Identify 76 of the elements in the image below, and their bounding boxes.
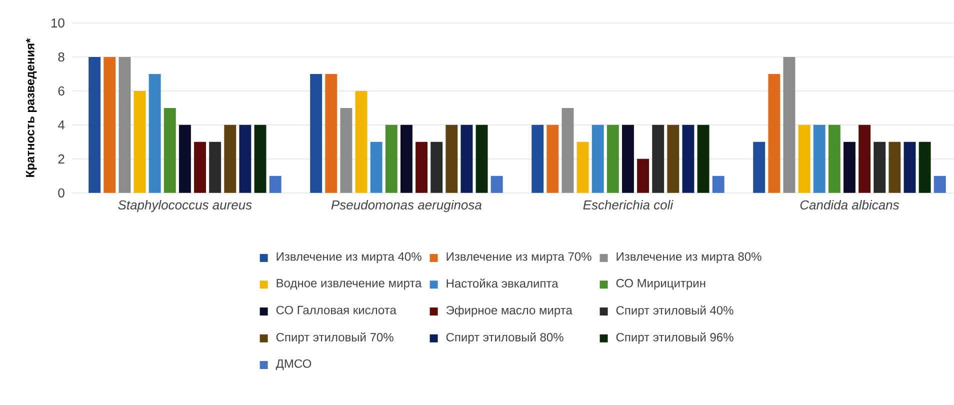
- bar: [622, 125, 634, 193]
- bar: [934, 176, 946, 193]
- legend-label: Извлечение из мирта 70%: [446, 252, 592, 264]
- legend-label: Настойка эвкалипта: [446, 278, 558, 288]
- bar: [178, 125, 191, 193]
- bar: [164, 108, 176, 193]
- bar: [888, 142, 901, 193]
- x-tick-label: Pseudomonas aeruginosa: [331, 200, 482, 212]
- bar: [134, 91, 146, 193]
- bar: [798, 125, 810, 193]
- legend-label: Извлечение из мирта 40%: [276, 252, 422, 264]
- bar: [918, 142, 931, 193]
- bar: [460, 125, 473, 193]
- bar: [325, 74, 338, 193]
- bar: [209, 142, 222, 193]
- legend-label: Спирт этиловый 70%: [276, 332, 394, 344]
- bar: [667, 125, 680, 193]
- y-tick-label: 0: [58, 188, 64, 198]
- bar: [753, 142, 766, 193]
- y-tick-label: 6: [58, 86, 64, 96]
- bar: [828, 125, 840, 193]
- bar: [254, 125, 266, 193]
- bar: [269, 176, 282, 193]
- bar: [224, 125, 236, 193]
- bar: [194, 142, 206, 193]
- bar: [430, 142, 443, 193]
- bar: [712, 176, 724, 193]
- x-tick-label: Candida albicans: [800, 200, 900, 210]
- bar: [652, 125, 664, 193]
- bar: [88, 57, 101, 193]
- legend-label: СО Галловая кислота: [276, 306, 396, 314]
- bar: [682, 125, 694, 193]
- bar: [385, 125, 398, 193]
- bar: [490, 176, 503, 193]
- bar: [416, 142, 428, 193]
- legend-label: ДМСО: [276, 359, 312, 370]
- bar: [104, 57, 116, 193]
- bar: [532, 125, 544, 193]
- bar: [355, 91, 368, 193]
- x-tick-label: Staphylococcus aureus: [118, 200, 252, 212]
- bar: [562, 108, 574, 193]
- legend-label: Спирт этиловый 96%: [616, 332, 734, 344]
- bar: [370, 142, 382, 193]
- bar: [118, 57, 131, 193]
- legend-label: Эфирное масло мирта: [446, 306, 572, 317]
- legend-label: Спирт этиловый 40%: [616, 306, 734, 318]
- legend-label: Извлечение из мирта 80%: [616, 252, 762, 264]
- bar: [576, 142, 589, 193]
- bar: [606, 125, 619, 193]
- bar: [310, 74, 322, 193]
- legend-label: Спирт этиловый 80%: [446, 332, 564, 344]
- bar: [446, 125, 458, 193]
- y-tick-label: 4: [58, 120, 65, 130]
- bar: [874, 142, 886, 193]
- y-tick-label: 8: [58, 52, 64, 62]
- bar: [783, 57, 796, 193]
- bar: [148, 74, 161, 193]
- legend-label: Водное извлечение мирта: [276, 279, 422, 290]
- bar: [858, 125, 871, 193]
- bar: [340, 108, 352, 193]
- legend-label: СО Мирицитрин: [616, 279, 706, 290]
- bar: [768, 74, 780, 193]
- x-tick-label: Escherichia coli: [583, 200, 674, 210]
- bar: [637, 159, 650, 193]
- bar: [697, 125, 710, 193]
- bar: [239, 125, 252, 193]
- y-axis-title: Кратность разведения*: [26, 38, 37, 177]
- y-tick-label: 2: [58, 154, 64, 164]
- bar: [476, 125, 488, 193]
- bar: [400, 125, 412, 193]
- bar: [813, 125, 826, 193]
- bar: [546, 125, 559, 193]
- y-tick-label: 10: [51, 18, 64, 28]
- bar: [592, 125, 604, 193]
- bar: [844, 142, 856, 193]
- bar: [904, 142, 916, 193]
